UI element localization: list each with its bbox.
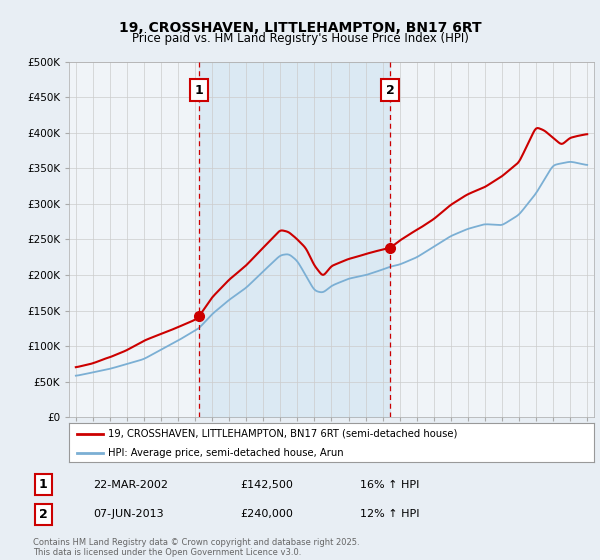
- Text: Contains HM Land Registry data © Crown copyright and database right 2025.
This d: Contains HM Land Registry data © Crown c…: [33, 538, 359, 557]
- Text: 2: 2: [386, 83, 395, 96]
- Text: £142,500: £142,500: [240, 480, 293, 490]
- Text: 12% ↑ HPI: 12% ↑ HPI: [360, 509, 419, 519]
- Text: 1: 1: [39, 478, 47, 492]
- Text: 22-MAR-2002: 22-MAR-2002: [93, 480, 168, 490]
- Text: 07-JUN-2013: 07-JUN-2013: [93, 509, 164, 519]
- Text: Price paid vs. HM Land Registry's House Price Index (HPI): Price paid vs. HM Land Registry's House …: [131, 32, 469, 45]
- Text: 2: 2: [39, 507, 47, 521]
- Text: 16% ↑ HPI: 16% ↑ HPI: [360, 480, 419, 490]
- Text: £240,000: £240,000: [240, 509, 293, 519]
- Text: 19, CROSSHAVEN, LITTLEHAMPTON, BN17 6RT: 19, CROSSHAVEN, LITTLEHAMPTON, BN17 6RT: [119, 21, 481, 35]
- Text: HPI: Average price, semi-detached house, Arun: HPI: Average price, semi-detached house,…: [109, 449, 344, 459]
- Text: 19, CROSSHAVEN, LITTLEHAMPTON, BN17 6RT (semi-detached house): 19, CROSSHAVEN, LITTLEHAMPTON, BN17 6RT …: [109, 429, 458, 439]
- Text: 1: 1: [194, 83, 203, 96]
